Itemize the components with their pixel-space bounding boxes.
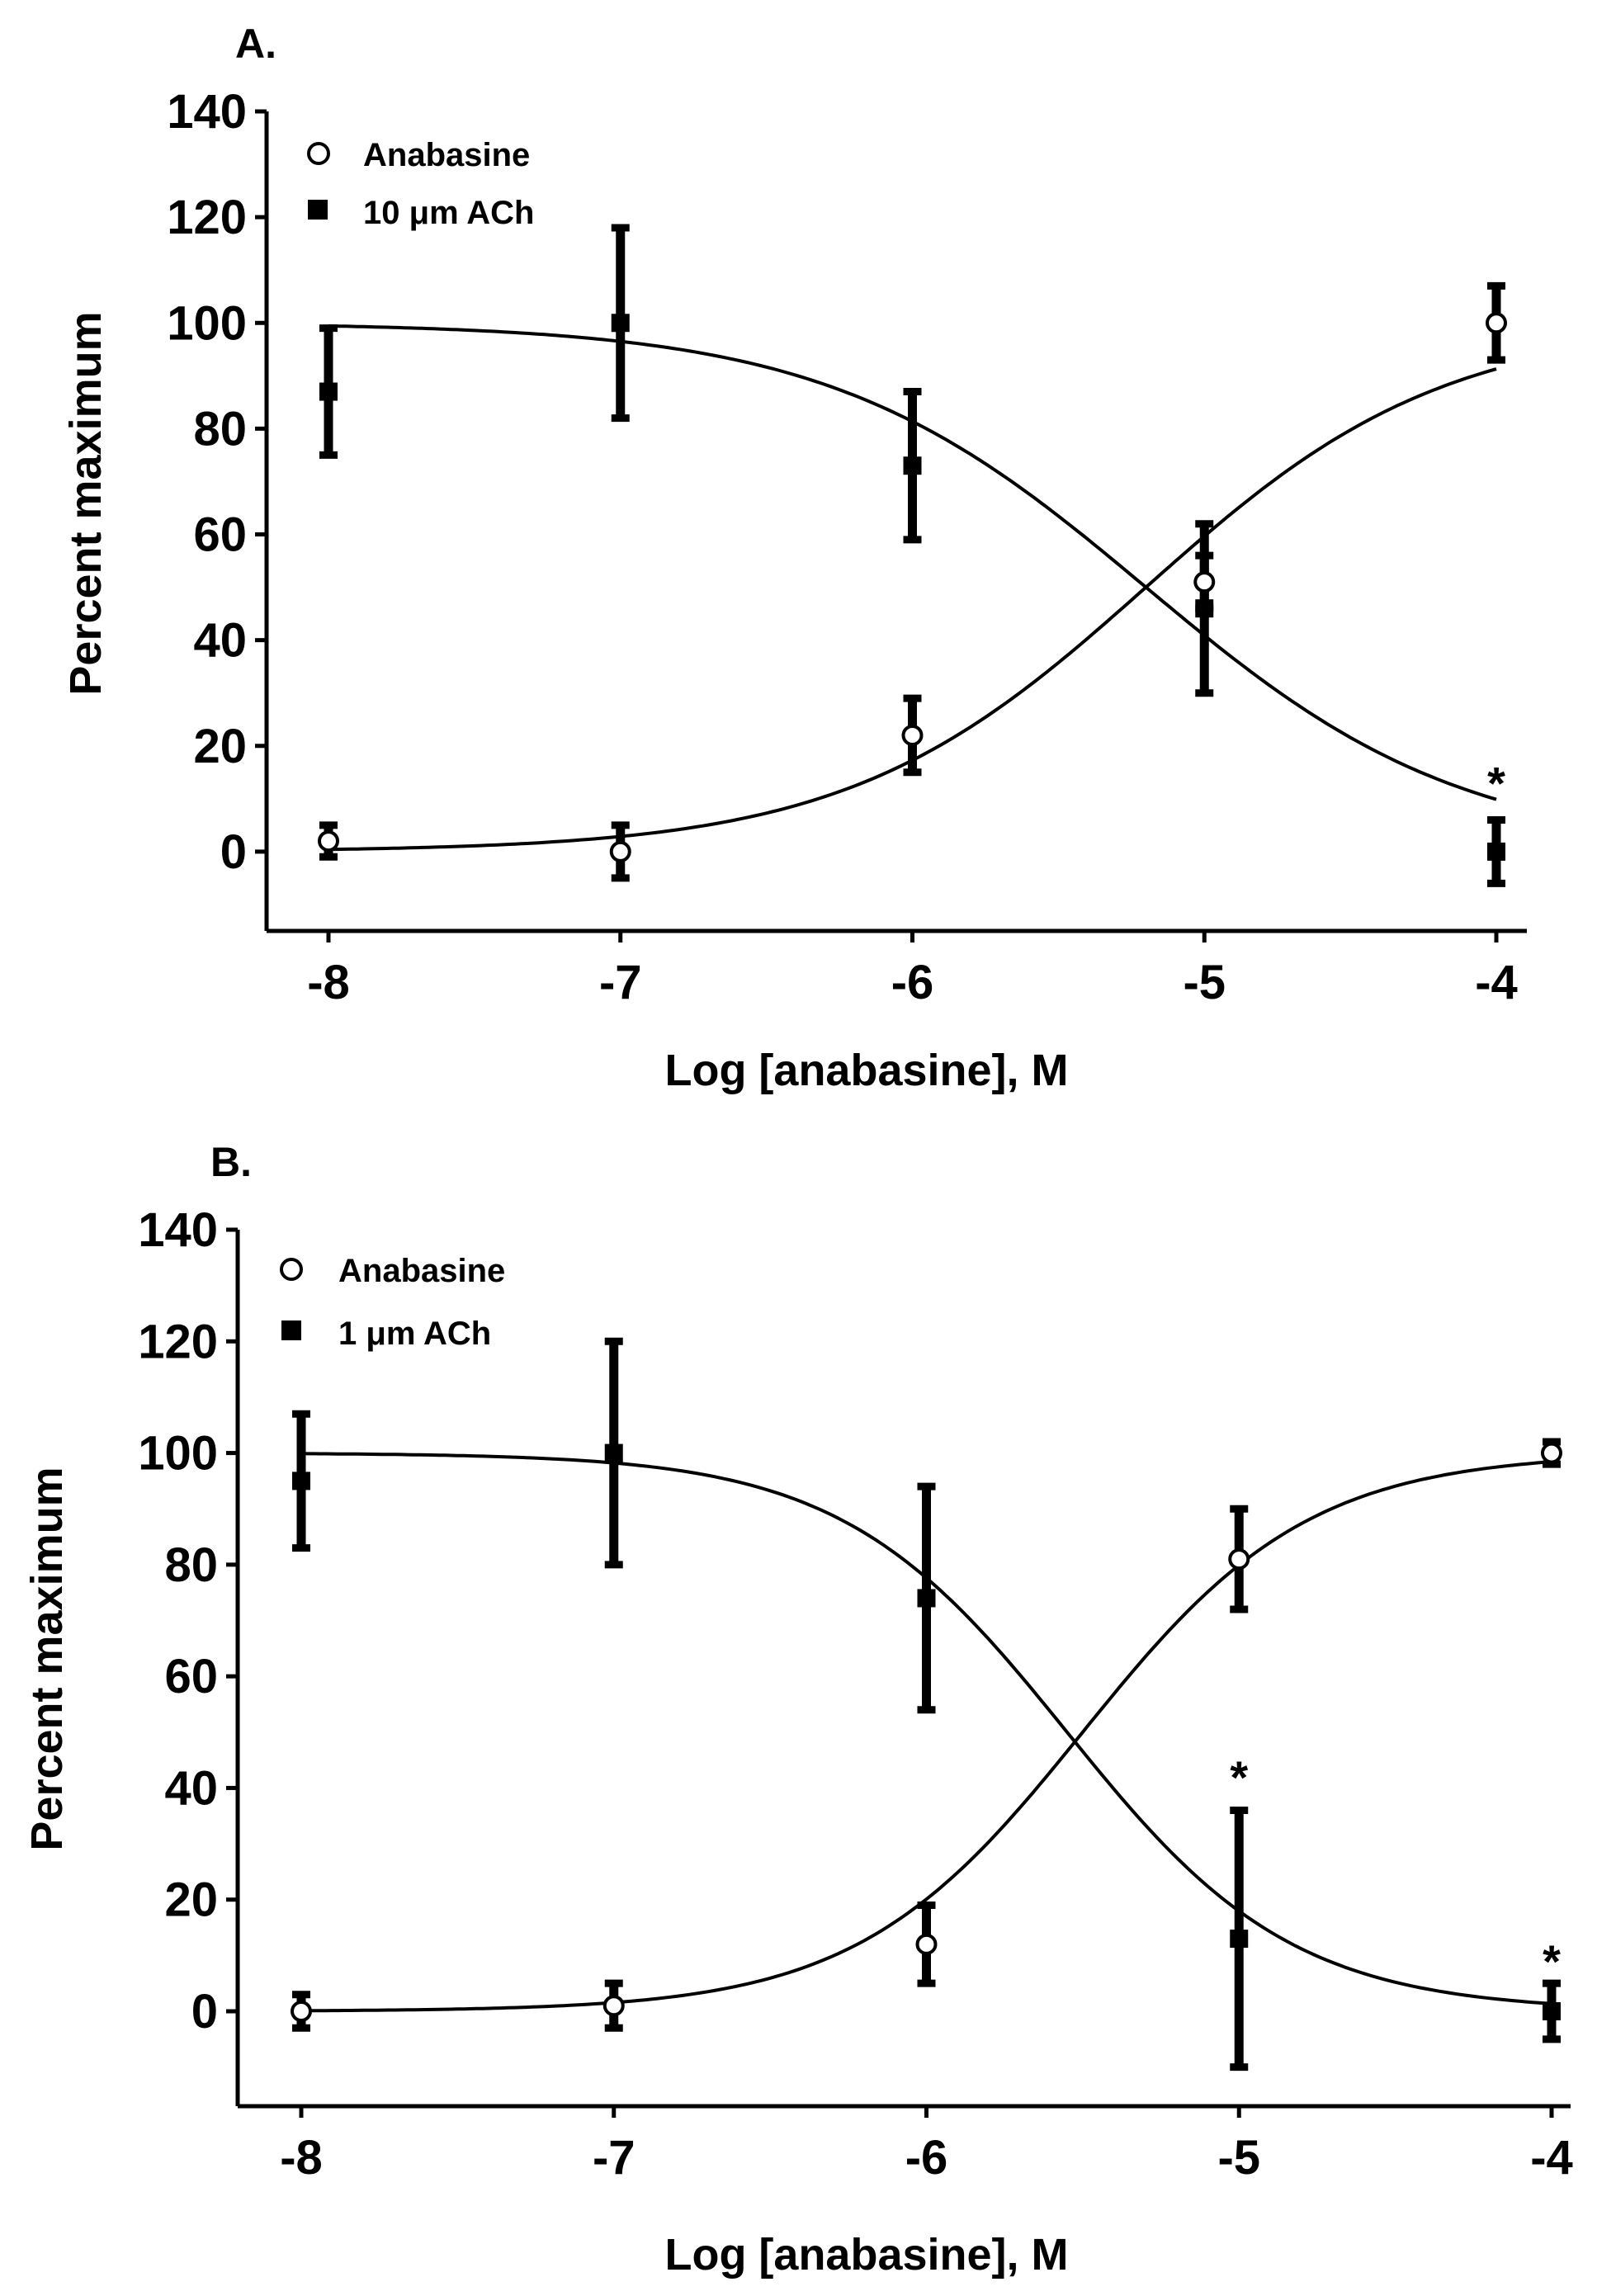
data-point-circle [915, 1933, 938, 1955]
panel-a-legend-anabasine: Anabasine [363, 137, 530, 173]
data-point-circle [602, 1995, 625, 2017]
y-tick-label: 80 [193, 402, 247, 456]
significance-asterisk: * [1230, 1751, 1248, 1803]
legend-open-circle-marker [280, 1258, 303, 1281]
panel-a-error-bars [319, 224, 1505, 887]
data-point-circle [1228, 1548, 1250, 1571]
y-tick-label: 0 [191, 1985, 218, 2039]
significance-asterisk: * [1487, 758, 1505, 810]
x-tick-label: -8 [280, 2131, 323, 2185]
panel-a: A. 0 20 40 60 80 100 120 140 -8 -7 -6 -5 -4 Log [an… [61, 21, 1527, 1095]
data-point-square [319, 382, 338, 401]
panel-a-x-ticks: -8 -7 -6 -5 -4 [307, 931, 1518, 1009]
panel-b-error-bars [292, 1337, 1561, 2072]
x-tick-label: -7 [593, 2131, 635, 2185]
x-tick-label: -8 [307, 956, 350, 1009]
panel-a-legend: Anabasine 10 μm ACh [307, 137, 534, 231]
data-point-circle [318, 830, 339, 853]
x-tick-label: -4 [1530, 2131, 1573, 2185]
panel-b-label: B. [210, 1139, 252, 1185]
y-tick-label: 20 [164, 1873, 218, 1927]
panel-b: B. 0 20 40 60 80 100 120 140 -8 -7 -6 -5 -4 Log [an… [22, 1139, 1573, 2279]
legend-filled-square-marker [281, 1320, 301, 1340]
data-point-square [604, 1443, 623, 1462]
data-point-circle [291, 2001, 312, 2023]
y-tick-label: 100 [167, 296, 247, 350]
legend-filled-square-marker [308, 200, 328, 220]
panel-b-legend-ach: 1 μm ACh [338, 1316, 491, 1352]
panel-a-x-axis-title: Log [anabasine], M [664, 1046, 1068, 1095]
y-tick-label: 140 [167, 85, 247, 139]
data-point-square [611, 314, 630, 333]
panel-b-x-ticks: -8 -7 -6 -5 -4 [280, 2106, 1573, 2185]
data-point-square [292, 1472, 310, 1491]
data-point-square [903, 456, 922, 475]
y-tick-label: 20 [193, 720, 247, 773]
data-point-square [1230, 1930, 1249, 1949]
data-point-square [1543, 2002, 1561, 2021]
data-point-square [917, 1589, 936, 1608]
panel-b-legend-anabasine: Anabasine [338, 1253, 505, 1289]
panel-b-y-ticks: 0 20 40 60 80 100 120 140 [138, 1203, 238, 2039]
panel-a-y-ticks: 0 20 40 60 80 100 120 140 [167, 85, 267, 879]
y-tick-label: 60 [193, 508, 247, 562]
x-tick-label: -4 [1475, 956, 1518, 1009]
data-point-circle [1541, 1442, 1562, 1464]
panel-b-markers [291, 1442, 1562, 2023]
y-tick-label: 0 [220, 825, 247, 879]
y-tick-label: 100 [138, 1427, 218, 1481]
panel-b-legend: Anabasine 1 μm ACh [280, 1253, 505, 1352]
y-tick-label: 40 [164, 1761, 218, 1815]
fit-curve-series-0 [301, 1460, 1552, 2013]
panel-b-annotations: ** [1230, 1751, 1561, 1987]
panel-a-y-axis-title: Percent maximum [61, 311, 111, 695]
y-tick-label: 140 [138, 1203, 218, 1257]
panel-a-annotations: * [1487, 758, 1505, 810]
panel-a-markers [318, 312, 1507, 862]
x-tick-label: -6 [905, 2131, 948, 2185]
x-tick-label: -5 [1183, 956, 1226, 1009]
significance-asterisk: * [1543, 1935, 1561, 1987]
data-point-circle [1193, 571, 1216, 593]
y-tick-label: 120 [167, 191, 247, 244]
y-tick-label: 60 [164, 1650, 218, 1703]
y-tick-label: 40 [193, 614, 247, 668]
y-tick-label: 120 [138, 1315, 218, 1368]
data-point-square [1195, 599, 1214, 618]
panel-b-x-axis-title: Log [anabasine], M [664, 2230, 1068, 2279]
panel-a-legend-ach: 10 μm ACh [363, 195, 534, 231]
data-point-square [1487, 842, 1505, 861]
x-tick-label: -6 [891, 956, 934, 1009]
x-tick-label: -7 [599, 956, 642, 1009]
data-point-circle [1486, 312, 1507, 334]
data-point-circle [901, 724, 924, 746]
data-point-circle [609, 840, 631, 862]
legend-open-circle-marker [307, 142, 330, 165]
panel-b-y-axis-title: Percent maximum [22, 1467, 72, 1850]
y-tick-label: 80 [164, 1538, 218, 1592]
x-tick-label: -5 [1217, 2131, 1260, 2185]
panel-a-label: A. [235, 21, 276, 67]
